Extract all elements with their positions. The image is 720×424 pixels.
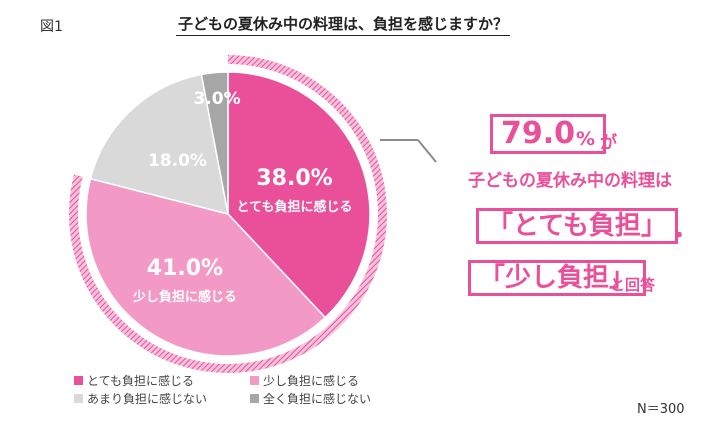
callout-line2-box: 「少し負担」 xyxy=(468,260,647,296)
pie-slice xyxy=(89,73,229,216)
legend-item: あまり負担に感じない xyxy=(74,390,207,407)
callout-value: 79.0 xyxy=(501,116,576,151)
callout-line1-suffix: ・ xyxy=(668,224,691,249)
legend-item: 全く負担に感じない xyxy=(250,390,371,407)
legend-label: 少し負担に感じる xyxy=(263,374,360,388)
slice-value-label: 38.0% xyxy=(256,166,332,191)
sample-size: N＝300 xyxy=(637,402,685,417)
legend-swatch xyxy=(250,394,259,403)
callout-particle: が xyxy=(600,133,617,153)
callout-value-box: 79.0% xyxy=(490,114,607,154)
slice-value-label: 41.0% xyxy=(147,256,223,281)
legend-swatch xyxy=(74,376,83,385)
callout-line1: 「とても負担」 xyxy=(487,211,667,241)
callout-leader-line-diagonal xyxy=(417,139,437,163)
pie-slice xyxy=(85,177,327,357)
slice-category-label: とても負担に感じる xyxy=(237,199,353,215)
legend-label: 全く負担に感じない xyxy=(263,392,372,406)
figure-label: 図1 xyxy=(40,19,63,35)
callout-line1-box: 「とても負担」 xyxy=(476,208,678,244)
legend-label: あまり負担に感じない xyxy=(87,392,208,406)
legend-item: 少し負担に感じる xyxy=(250,372,359,389)
legend-swatch xyxy=(74,394,83,403)
legend-item: とても負担に感じる xyxy=(74,372,194,389)
slice-category-label: 少し負担に感じる xyxy=(132,289,237,305)
legend-label: とても負担に感じる xyxy=(87,374,195,388)
pie-slice xyxy=(200,71,229,215)
slice-value-label: 18.0% xyxy=(148,151,207,171)
callout-subject: 子どもの夏休み中の料理は xyxy=(468,171,672,191)
callout-line2: 「少し負担」 xyxy=(479,263,636,293)
callout-percent-sign: % xyxy=(576,128,596,150)
chart-title: 子どもの夏休み中の料理は、負担を感じますか？ xyxy=(176,14,511,36)
slice-value-label: 3.0% xyxy=(193,89,240,109)
pie-slice xyxy=(227,71,371,319)
legend-swatch xyxy=(250,376,259,385)
callout-line2-suffix: と回答 xyxy=(610,276,656,294)
